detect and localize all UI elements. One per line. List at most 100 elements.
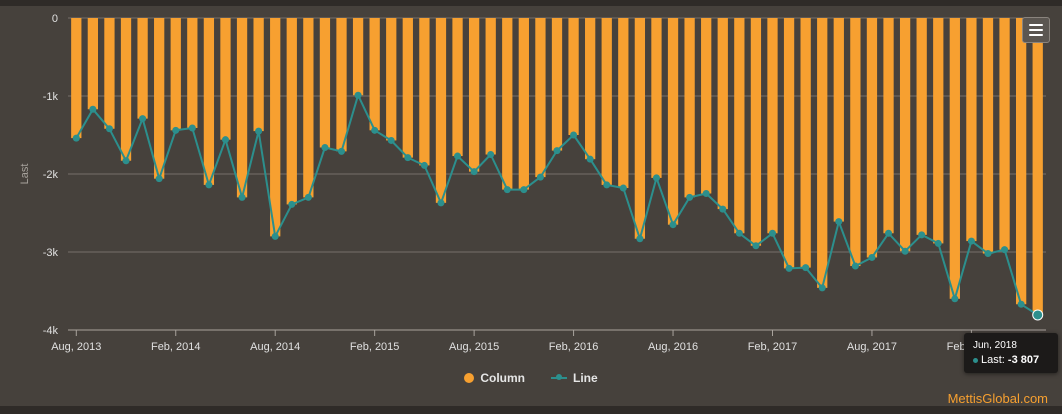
line-point[interactable] [934,239,942,247]
column-bar[interactable] [253,18,264,132]
column-bar[interactable] [402,18,413,158]
column-bar[interactable] [87,18,99,110]
line-point[interactable] [470,168,478,176]
column-bar[interactable] [850,18,861,267]
line-point[interactable] [205,181,213,189]
column-bar[interactable] [933,18,944,244]
column-bar[interactable] [170,18,181,131]
line-point[interactable] [1017,300,1025,308]
column-bar[interactable] [120,18,132,161]
line-point[interactable] [735,229,743,237]
column-bar[interactable] [286,18,297,205]
column-bar[interactable] [220,18,231,140]
line-point[interactable] [984,250,992,258]
column-bar[interactable] [236,18,248,198]
column-bar[interactable] [817,18,828,288]
column-bar[interactable] [535,18,546,178]
column-bar[interactable] [137,18,148,119]
column-bar[interactable] [601,18,612,185]
line-point[interactable] [851,262,859,270]
column-bar[interactable] [452,18,463,157]
column-bar[interactable] [104,18,115,129]
chart-menu-button[interactable] [1022,17,1050,43]
line-point[interactable] [1001,246,1009,254]
column-bar[interactable] [684,18,695,198]
column-bar[interactable] [783,18,795,269]
line-point[interactable] [354,91,362,99]
line-point[interactable] [868,253,876,261]
line-point[interactable] [437,199,445,207]
line-point[interactable] [520,186,528,194]
line-point[interactable] [238,193,246,201]
column-bar[interactable] [551,18,563,151]
column-bar[interactable] [866,18,878,258]
column-bar[interactable] [585,18,596,160]
column-bar[interactable] [485,18,496,155]
line-point[interactable] [686,193,694,201]
column-bar[interactable] [319,18,331,148]
line-point[interactable] [255,127,263,135]
line-point[interactable] [122,157,130,165]
line-point[interactable] [669,221,677,229]
line-point[interactable] [785,264,793,272]
column-bar[interactable] [154,18,165,179]
line-point[interactable] [752,242,760,250]
line-point[interactable] [951,295,959,303]
column-bar[interactable] [833,18,844,222]
line-point[interactable] [72,134,80,142]
credit-link[interactable]: MettisGlobal.com [947,391,1048,406]
column-bar[interactable] [203,18,215,185]
column-bar[interactable] [767,18,778,234]
line-point[interactable] [636,235,644,243]
line-point[interactable] [271,232,279,240]
column-bar[interactable] [651,18,662,178]
column-bar[interactable] [303,18,314,198]
line-point[interactable] [321,143,329,151]
line-point-highlighted[interactable] [1032,309,1044,321]
line-point[interactable] [818,284,826,292]
legend-item-column[interactable]: Column [464,371,525,385]
column-bar[interactable] [1015,18,1027,305]
line-point[interactable] [420,161,428,169]
column-bar[interactable] [518,18,529,190]
column-bar[interactable] [883,18,894,234]
line-point[interactable] [139,115,147,123]
column-bar[interactable] [352,18,364,96]
line-point[interactable] [570,131,578,139]
column-bar[interactable] [568,18,579,135]
line-point[interactable] [188,124,196,132]
column-bar[interactable] [369,18,380,131]
line-point[interactable] [487,151,495,158]
column-bar[interactable] [1032,18,1043,315]
column-bar[interactable] [419,18,430,166]
line-point[interactable] [619,184,627,192]
line-point[interactable] [338,147,346,155]
line-point[interactable] [967,237,975,245]
line-point[interactable] [553,147,561,155]
line-point[interactable] [404,154,412,162]
line-point[interactable] [885,229,893,237]
column-bar[interactable] [270,18,281,237]
column-bar[interactable] [999,18,1010,250]
column-bar[interactable] [618,18,629,189]
line-point[interactable] [503,186,511,194]
line-point[interactable] [89,105,97,113]
line-point[interactable] [652,174,660,182]
line-point[interactable] [172,126,180,134]
line-point[interactable] [536,173,544,181]
line-point[interactable] [304,193,312,201]
column-bar[interactable] [717,18,728,210]
column-bar[interactable] [667,18,679,225]
line-point[interactable] [603,181,611,189]
line-point[interactable] [371,126,379,134]
legend-item-line[interactable]: Line [551,371,598,385]
line-point[interactable] [719,205,727,213]
line-point[interactable] [835,218,843,226]
column-bar[interactable] [701,18,712,194]
column-bar[interactable] [336,18,347,152]
line-point[interactable] [702,190,710,197]
column-bar[interactable] [750,18,762,246]
column-bar[interactable] [468,18,480,172]
line-point[interactable] [221,136,229,144]
line-point[interactable] [288,200,296,208]
